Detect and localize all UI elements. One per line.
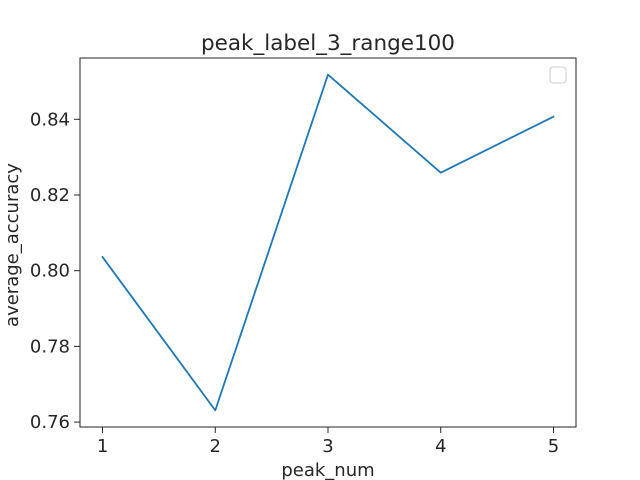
y-axis-label: average_accuracy — [2, 163, 23, 327]
plot-area: 1 2 3 4 5 0.76 0.78 0.80 0.82 0.84 — [30, 57, 577, 457]
legend-box — [549, 66, 567, 84]
y-tick-label: 0.84 — [30, 109, 70, 130]
x-axis-label: peak_num — [281, 460, 374, 480]
x-tick-label: 5 — [548, 436, 559, 457]
y-tick-label: 0.76 — [30, 412, 70, 433]
plot-frame — [79, 57, 577, 428]
y-tick-label: 0.78 — [30, 336, 70, 357]
x-tick-label: 1 — [97, 436, 108, 457]
y-tick-label: 0.80 — [30, 261, 70, 282]
chart-title: peak_label_3_range100 — [201, 31, 455, 56]
series-line — [101, 73, 555, 412]
y-tick-label: 0.82 — [30, 185, 70, 206]
x-tick-label: 3 — [322, 436, 333, 457]
x-tick-label: 4 — [435, 436, 446, 457]
x-tick-label: 2 — [210, 436, 221, 457]
